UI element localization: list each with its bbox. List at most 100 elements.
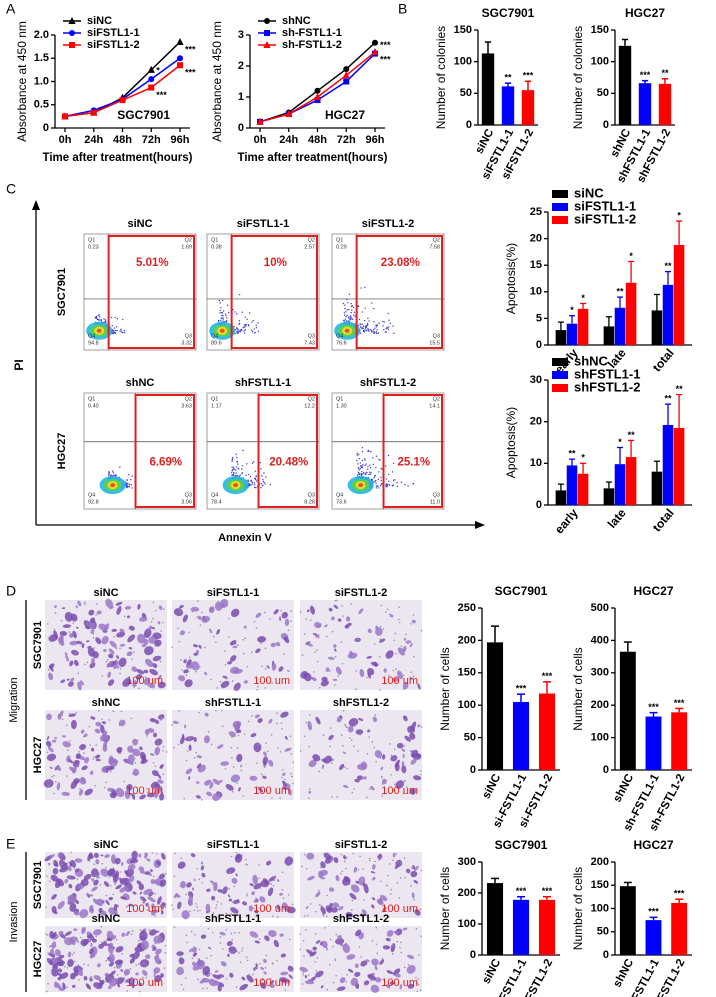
cell bbox=[149, 717, 156, 723]
scale-bar-label: 100 um bbox=[381, 977, 418, 989]
pore bbox=[206, 987, 208, 990]
pore bbox=[174, 852, 177, 855]
pore bbox=[53, 774, 55, 777]
cell bbox=[87, 647, 96, 657]
cell bbox=[259, 896, 266, 903]
event-dot bbox=[347, 301, 349, 304]
pore bbox=[98, 876, 100, 879]
micrograph bbox=[172, 852, 294, 918]
pore bbox=[194, 933, 196, 936]
pore bbox=[76, 878, 79, 880]
y-tick-label: 100 bbox=[591, 56, 609, 68]
event-dot bbox=[128, 486, 131, 488]
pore bbox=[163, 967, 166, 969]
cell bbox=[51, 894, 57, 900]
bar bbox=[501, 86, 515, 125]
cell bbox=[404, 735, 412, 742]
event-dot bbox=[361, 450, 364, 453]
cell bbox=[68, 759, 74, 764]
cell bbox=[395, 780, 405, 789]
pore bbox=[184, 977, 187, 980]
significance: *** bbox=[516, 886, 527, 896]
legend-swatch bbox=[552, 358, 568, 366]
pore bbox=[345, 867, 347, 870]
pore bbox=[101, 718, 103, 720]
pore bbox=[47, 669, 50, 671]
legend-label: shNC bbox=[574, 353, 609, 368]
cell bbox=[152, 655, 162, 662]
highlight-value: 20.48% bbox=[269, 457, 308, 469]
cell bbox=[411, 619, 416, 624]
pore bbox=[164, 945, 167, 947]
pore bbox=[351, 909, 353, 911]
pore bbox=[112, 893, 114, 896]
pore bbox=[224, 663, 227, 666]
cell bbox=[305, 641, 311, 645]
y-axis-label: Number of colonies bbox=[434, 26, 448, 129]
event-dot bbox=[243, 326, 246, 328]
event-dot bbox=[366, 468, 369, 471]
plot-frame bbox=[83, 392, 197, 510]
event-dot bbox=[388, 319, 390, 321]
cell bbox=[401, 761, 405, 767]
pore bbox=[92, 636, 95, 639]
pore bbox=[318, 904, 321, 906]
event-dot bbox=[376, 332, 378, 334]
cell bbox=[324, 624, 328, 628]
pore bbox=[236, 747, 239, 749]
chart-title: SGC7901 bbox=[495, 838, 548, 852]
event-dot bbox=[219, 309, 221, 312]
pore bbox=[359, 855, 361, 858]
cell bbox=[106, 937, 113, 942]
pore bbox=[420, 869, 423, 872]
event-dot bbox=[358, 469, 360, 471]
pore bbox=[157, 742, 159, 745]
pore bbox=[402, 792, 405, 795]
event-dot bbox=[360, 287, 362, 289]
cell bbox=[90, 747, 95, 752]
cell bbox=[157, 621, 161, 625]
pore bbox=[146, 909, 149, 911]
pore bbox=[316, 649, 318, 651]
cell bbox=[360, 761, 368, 770]
cell bbox=[284, 618, 290, 627]
cell bbox=[153, 967, 161, 974]
pore bbox=[417, 978, 419, 980]
pore bbox=[233, 779, 236, 782]
cell bbox=[129, 858, 139, 864]
chart-title: HGC27 bbox=[625, 6, 665, 20]
pore bbox=[185, 759, 188, 762]
legend-label: siFSTL1-1 bbox=[87, 27, 140, 39]
cell bbox=[95, 637, 102, 645]
pore bbox=[82, 735, 85, 738]
cell bbox=[146, 792, 156, 798]
cell bbox=[282, 780, 287, 787]
event-dot bbox=[222, 314, 224, 317]
event-dot bbox=[230, 471, 233, 474]
cell bbox=[246, 974, 254, 983]
cell bbox=[144, 871, 150, 875]
pore bbox=[390, 888, 393, 891]
pore bbox=[95, 614, 97, 616]
pore bbox=[276, 712, 278, 714]
pore bbox=[207, 911, 209, 913]
cell bbox=[59, 634, 64, 644]
cell bbox=[347, 652, 358, 659]
event-dot bbox=[221, 312, 224, 314]
cell bbox=[325, 905, 332, 913]
event-dot bbox=[370, 450, 372, 453]
cell bbox=[401, 748, 406, 752]
cell bbox=[280, 711, 289, 718]
pore bbox=[363, 899, 365, 901]
pore bbox=[290, 753, 292, 755]
event-dot bbox=[367, 465, 369, 468]
cell bbox=[333, 644, 337, 648]
significance: *** bbox=[674, 698, 685, 708]
cell bbox=[77, 681, 82, 691]
cell bbox=[66, 875, 76, 880]
image-title: shFSTL1-2 bbox=[333, 697, 389, 709]
y-axis-label: Apoptosis(%) bbox=[504, 243, 518, 314]
cell bbox=[56, 962, 61, 966]
pore bbox=[109, 770, 112, 773]
cell bbox=[263, 971, 267, 975]
